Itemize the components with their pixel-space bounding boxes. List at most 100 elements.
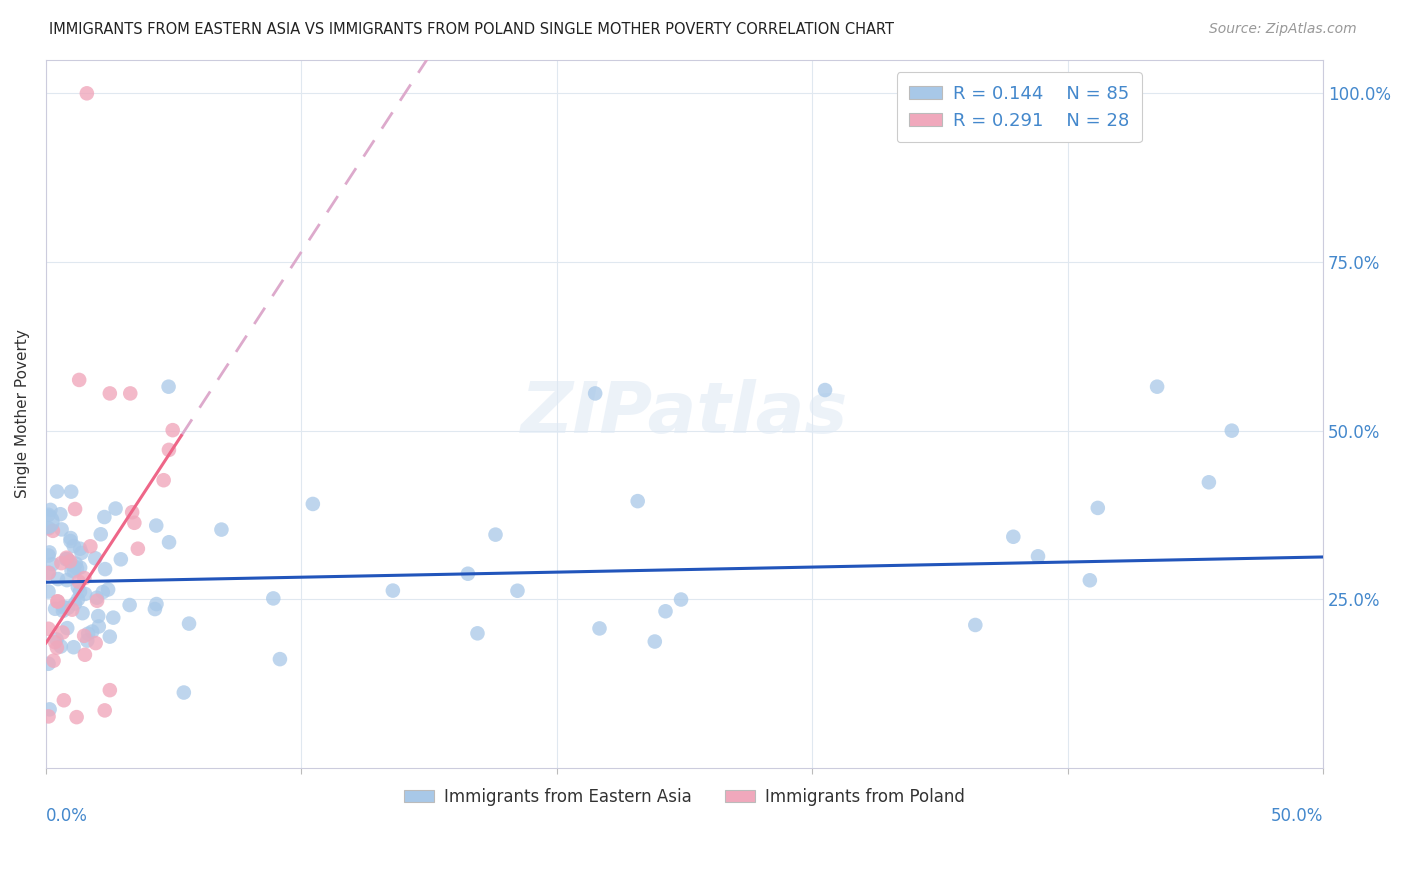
Point <box>76 633 98 648</box>
Point <box>118 598 141 612</box>
Point <box>120 386 142 401</box>
Point <box>65 710 87 724</box>
Point <box>38 549 60 563</box>
Text: 0.0%: 0.0% <box>46 806 87 824</box>
Point <box>644 634 666 648</box>
Point <box>63 502 86 516</box>
Point <box>1198 475 1220 490</box>
Point <box>86 593 108 607</box>
Point <box>152 473 174 487</box>
Point <box>49 640 72 654</box>
Point <box>73 571 96 585</box>
Point <box>87 619 110 633</box>
Point <box>1002 530 1025 544</box>
Point <box>262 591 284 606</box>
Point <box>97 582 120 597</box>
Point <box>103 610 125 624</box>
Point <box>38 521 60 535</box>
Point <box>39 503 62 517</box>
Point <box>66 580 89 594</box>
Point <box>302 497 325 511</box>
Point <box>37 515 59 529</box>
Point <box>63 565 86 579</box>
Point <box>69 584 91 599</box>
Point <box>84 636 107 650</box>
Point <box>62 640 84 655</box>
Point <box>91 585 114 599</box>
Point <box>457 566 479 581</box>
Point <box>69 541 91 556</box>
Point <box>38 702 60 716</box>
Point <box>59 533 82 548</box>
Point <box>49 507 72 521</box>
Point <box>38 709 60 723</box>
Point <box>98 630 121 644</box>
Point <box>177 616 200 631</box>
Point <box>90 527 112 541</box>
Point <box>55 550 77 565</box>
Point <box>44 602 66 616</box>
Point <box>73 648 96 662</box>
Point <box>56 573 79 587</box>
Text: Source: ZipAtlas.com: Source: ZipAtlas.com <box>1209 22 1357 37</box>
Point <box>38 566 60 580</box>
Point <box>42 524 65 538</box>
Legend: Immigrants from Eastern Asia, Immigrants from Poland: Immigrants from Eastern Asia, Immigrants… <box>398 781 972 813</box>
Point <box>1146 379 1168 393</box>
Point <box>209 523 232 537</box>
Point <box>79 539 101 553</box>
Point <box>63 597 86 611</box>
Point <box>67 373 90 387</box>
Text: IMMIGRANTS FROM EASTERN ASIA VS IMMIGRANTS FROM POLAND SINGLE MOTHER POVERTY COR: IMMIGRANTS FROM EASTERN ASIA VS IMMIGRAN… <box>49 22 894 37</box>
Point <box>93 510 115 524</box>
Point <box>157 379 180 393</box>
Point <box>70 546 93 560</box>
Point <box>162 423 184 437</box>
Point <box>157 535 180 549</box>
Point <box>1220 424 1243 438</box>
Point <box>38 508 60 522</box>
Point <box>60 563 83 577</box>
Point <box>56 621 79 635</box>
Point <box>1026 549 1049 564</box>
Point <box>62 558 84 572</box>
Point <box>46 484 69 499</box>
Point <box>51 523 73 537</box>
Point <box>46 594 69 608</box>
Point <box>124 516 146 530</box>
Point <box>55 552 77 566</box>
Point <box>93 703 115 717</box>
Point <box>52 625 75 640</box>
Point <box>45 640 67 655</box>
Point <box>127 541 149 556</box>
Point <box>65 557 87 571</box>
Point <box>73 629 96 643</box>
Point <box>484 527 506 541</box>
Point <box>38 566 60 580</box>
Point <box>104 501 127 516</box>
Point <box>76 87 98 101</box>
Point <box>73 587 96 601</box>
Point <box>143 602 166 616</box>
Point <box>38 657 60 671</box>
Point <box>145 597 167 611</box>
Point <box>381 583 404 598</box>
Point <box>173 685 195 699</box>
Y-axis label: Single Mother Poverty: Single Mother Poverty <box>15 329 30 498</box>
Point <box>269 652 291 666</box>
Point <box>42 654 65 668</box>
Point <box>814 383 837 397</box>
Point <box>77 626 100 640</box>
Point <box>145 518 167 533</box>
Point <box>69 560 91 574</box>
Point <box>84 551 107 566</box>
Point <box>157 442 180 457</box>
Point <box>627 494 650 508</box>
Point <box>56 552 79 566</box>
Point <box>59 531 82 545</box>
Point <box>41 558 63 572</box>
Point <box>38 545 60 559</box>
Point <box>66 561 89 575</box>
Point <box>45 632 67 647</box>
Point <box>669 592 692 607</box>
